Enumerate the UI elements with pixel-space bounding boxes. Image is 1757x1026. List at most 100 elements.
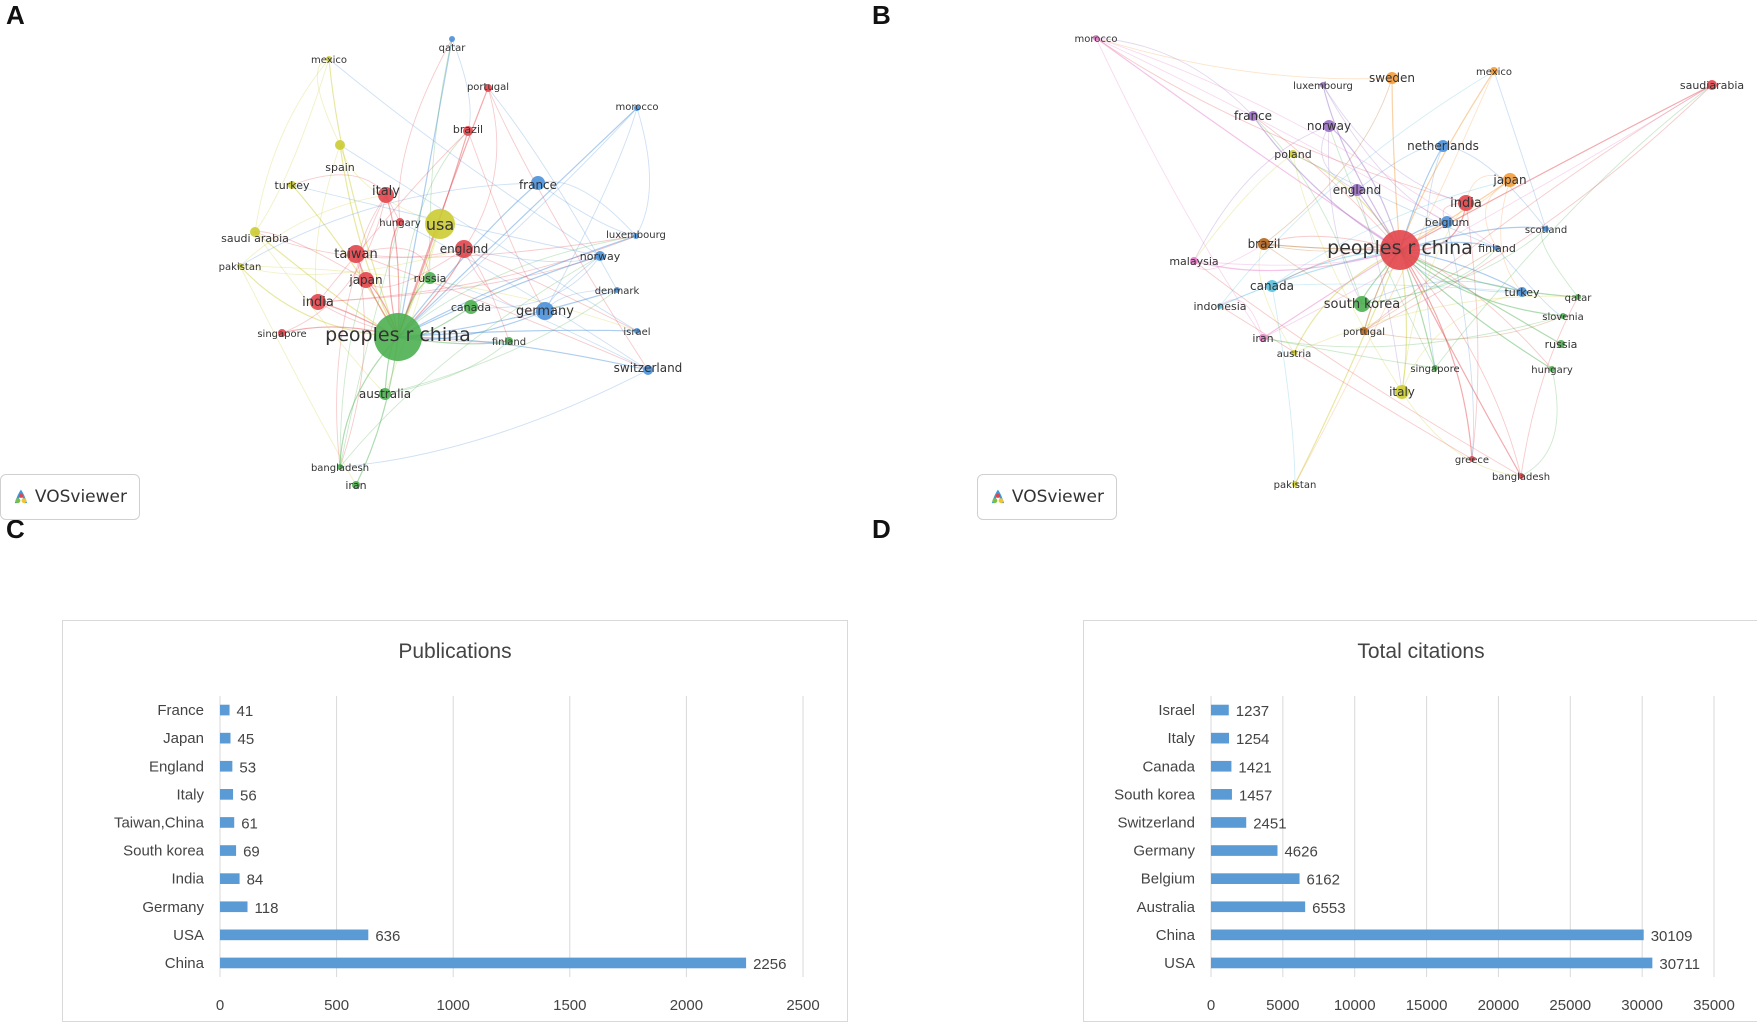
- bar[interactable]: [220, 901, 248, 913]
- network-node-canada[interactable]: [1266, 280, 1278, 292]
- network-node-mexico[interactable]: [326, 56, 332, 62]
- network-node-iran[interactable]: [1259, 334, 1267, 342]
- network-node-brazil[interactable]: [1258, 238, 1270, 250]
- network-node-norway[interactable]: [595, 251, 605, 261]
- network-node-italy[interactable]: [1395, 385, 1409, 399]
- bar[interactable]: [1211, 817, 1247, 828]
- network-node-france[interactable]: [531, 176, 545, 190]
- network-node-austria[interactable]: [1291, 350, 1297, 356]
- network-node-sweden[interactable]: [1386, 72, 1398, 84]
- bar[interactable]: [220, 732, 231, 744]
- network-node-italy[interactable]: [378, 187, 394, 203]
- vosviewer-badge-b[interactable]: VOSviewer: [977, 474, 1117, 520]
- network-node-taiwan[interactable]: [347, 245, 365, 263]
- network-label: canada: [451, 301, 491, 314]
- network-node-qatar[interactable]: [449, 36, 455, 42]
- network-node-poland[interactable]: [1289, 150, 1297, 158]
- network-node-morocco[interactable]: [1093, 35, 1099, 41]
- network-node-japan[interactable]: [358, 272, 374, 288]
- vosviewer-badge-a[interactable]: VOSviewer: [0, 474, 140, 520]
- data-label: 30711: [1659, 956, 1700, 973]
- network-node-finland[interactable]: [505, 337, 513, 345]
- network-label: india: [302, 295, 334, 310]
- network-node-peoples-r-china[interactable]: [374, 313, 422, 361]
- network-node-peoples-r-china[interactable]: [1380, 230, 1420, 270]
- bar[interactable]: [1211, 704, 1229, 716]
- network-node-bangladesh[interactable]: [1518, 473, 1524, 479]
- network-node-malaysia[interactable]: [1190, 257, 1198, 265]
- bar[interactable]: [1211, 760, 1232, 772]
- network-node-turkey[interactable]: [288, 181, 296, 189]
- network-node-norway[interactable]: [1323, 120, 1335, 132]
- network-node-indonesia[interactable]: [1217, 303, 1223, 309]
- network-node-morocco[interactable]: [634, 105, 640, 111]
- bar[interactable]: [1211, 957, 1653, 969]
- network-label: peoples r china: [1327, 237, 1473, 259]
- network-node-canada[interactable]: [464, 300, 478, 314]
- network-node-scotland[interactable]: [1543, 226, 1549, 232]
- bar[interactable]: [220, 817, 235, 828]
- network-node-hungary[interactable]: [1549, 366, 1555, 372]
- network-edge: [398, 38, 453, 223]
- network-node-switzerland[interactable]: [643, 365, 653, 375]
- network-node-hungary[interactable]: [396, 218, 404, 226]
- network-edge: [315, 144, 341, 303]
- bar[interactable]: [220, 845, 237, 856]
- network-node-bangladesh[interactable]: [337, 464, 343, 470]
- bar[interactable]: [1211, 901, 1306, 913]
- bar[interactable]: [220, 760, 233, 772]
- network-node-netherlands[interactable]: [1437, 140, 1449, 152]
- vosviewer-logo-icon: [14, 489, 28, 504]
- network-node-india[interactable]: [310, 294, 326, 310]
- network-label: luxembourg: [606, 230, 666, 241]
- bar[interactable]: [1211, 789, 1232, 800]
- network-edge: [384, 223, 441, 395]
- network-node-slovenia[interactable]: [1560, 313, 1566, 319]
- network-node-finland[interactable]: [1494, 245, 1500, 251]
- bar[interactable]: [220, 873, 240, 884]
- network-node-france[interactable]: [1248, 111, 1258, 121]
- network-node-mexico[interactable]: [1490, 67, 1498, 75]
- network-node-qatar[interactable]: [1575, 294, 1581, 300]
- network-edge: [1399, 249, 1522, 477]
- network-node-luxembourg[interactable]: [1320, 82, 1326, 88]
- bar[interactable]: [1211, 732, 1230, 744]
- network-edge: [1263, 221, 1448, 252]
- network-node-australia[interactable]: [379, 388, 391, 400]
- network-node-denmark[interactable]: [614, 287, 620, 293]
- network-node-saudi-arabia[interactable]: [250, 227, 260, 237]
- bar[interactable]: [220, 929, 369, 941]
- network-node-germany[interactable]: [536, 302, 554, 320]
- network-node-portugal[interactable]: [484, 84, 492, 92]
- network-node-iran[interactable]: [352, 481, 360, 489]
- network-node-saudiarabia[interactable]: [1707, 80, 1717, 90]
- network-node-pakistan[interactable]: [237, 263, 243, 269]
- network-node-russia[interactable]: [424, 272, 436, 284]
- network-node-portugal[interactable]: [1360, 327, 1368, 335]
- network-node-spain[interactable]: [335, 140, 345, 150]
- network-node-singapore[interactable]: [278, 329, 286, 337]
- bar[interactable]: [1211, 929, 1644, 941]
- network-node-russia[interactable]: [1557, 340, 1565, 348]
- network-node-japan[interactable]: [1503, 173, 1517, 187]
- network-node-england[interactable]: [1351, 184, 1363, 196]
- network-node-luxembourg[interactable]: [633, 233, 639, 239]
- network-node-brazil[interactable]: [463, 126, 473, 136]
- network-edge: [1446, 221, 1474, 460]
- network-node-pakistan[interactable]: [1292, 481, 1298, 487]
- network-node-usa[interactable]: [425, 209, 455, 239]
- bar[interactable]: [220, 957, 747, 969]
- network-node-belgium[interactable]: [1441, 216, 1453, 228]
- network-node-turkey[interactable]: [1517, 287, 1527, 297]
- bar[interactable]: [1211, 845, 1278, 856]
- network-node-greece[interactable]: [1469, 456, 1475, 462]
- network-node-israel[interactable]: [634, 328, 640, 334]
- network-node-singapore[interactable]: [1432, 365, 1438, 371]
- bar[interactable]: [1211, 873, 1300, 884]
- network-node-england[interactable]: [455, 240, 473, 258]
- bar[interactable]: [220, 704, 230, 716]
- network-edge: [1219, 70, 1495, 307]
- network-node-india[interactable]: [1458, 195, 1474, 211]
- network-node-south-korea[interactable]: [1354, 296, 1370, 312]
- bar[interactable]: [220, 789, 234, 800]
